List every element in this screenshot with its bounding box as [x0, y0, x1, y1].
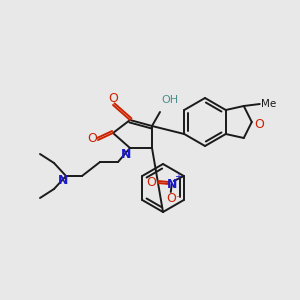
Text: O: O — [108, 92, 118, 104]
Text: Me: Me — [261, 99, 276, 109]
Text: N: N — [167, 178, 177, 190]
Text: O: O — [166, 193, 176, 206]
Text: OH: OH — [161, 95, 178, 105]
Text: O: O — [146, 176, 156, 190]
Text: O: O — [254, 118, 264, 130]
Text: N: N — [121, 148, 131, 160]
Text: ⁻: ⁻ — [175, 194, 180, 204]
Text: +: + — [174, 172, 182, 182]
Text: N: N — [58, 175, 68, 188]
Text: O: O — [87, 133, 97, 146]
